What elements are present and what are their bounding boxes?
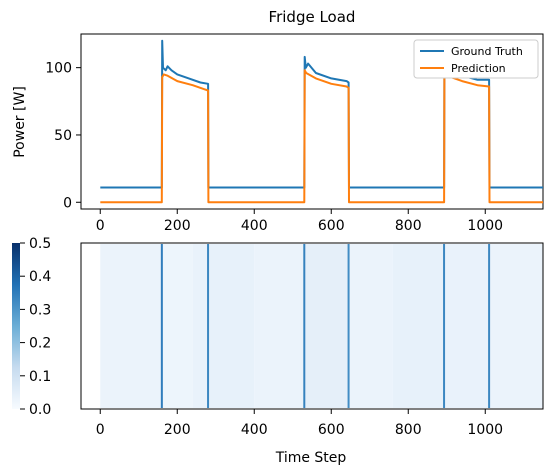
x-tick-label: 0 — [96, 422, 105, 438]
heatmap-cell — [304, 244, 349, 408]
y-tick-label: 50 — [54, 128, 72, 144]
heatmap-cell — [348, 244, 393, 408]
y-ticks: 0 50 100 — [45, 61, 81, 211]
y-tick-label: 100 — [45, 61, 72, 77]
legend-label-prediction: Prediction — [451, 62, 506, 75]
heatmap-cell — [161, 244, 193, 408]
x-tick-label: 0 — [96, 218, 105, 234]
colorbar-tick-label: 0.1 — [29, 369, 51, 385]
x-tick-label: 400 — [241, 218, 268, 234]
x-tick-label: 600 — [318, 422, 345, 438]
heatmap-cell — [192, 244, 209, 408]
x-tick-label: 800 — [395, 218, 422, 234]
x-tick-label: 200 — [164, 422, 191, 438]
colorbar-tick-label: 0.3 — [29, 302, 51, 318]
colorbar-tick-label: 0.4 — [29, 269, 51, 285]
line-plot-frame — [80, 33, 544, 210]
x-tick-label: 1000 — [467, 218, 503, 234]
colorbar-tick-label: 0.0 — [29, 402, 51, 418]
x-ticks-bottom: 0 200 400 600 800 1000 — [96, 409, 503, 438]
heatmap-spikes — [160, 244, 491, 408]
legend: Ground Truth Prediction — [413, 39, 539, 79]
legend-box — [413, 39, 539, 79]
chart-title: Fridge Load — [269, 8, 356, 26]
colorbar-tick-label: 0.2 — [29, 336, 51, 352]
x-tick-label: 1000 — [467, 422, 503, 438]
heatmap-cell — [489, 244, 543, 408]
y-tick-label: 0 — [63, 195, 72, 211]
colorbar-gradient — [12, 243, 20, 409]
x-tick-label: 200 — [164, 218, 191, 234]
heatmap-cell — [100, 244, 162, 408]
x-tick-label: 400 — [241, 422, 268, 438]
series-line-prediction — [100, 69, 543, 204]
heatmap-frame — [80, 242, 544, 410]
colorbar-tick-label: 0.5 — [29, 236, 51, 252]
x-axis-title: Time Step — [275, 450, 347, 466]
heatmap-cell — [208, 244, 255, 408]
heatmap-cells — [100, 244, 543, 408]
legend-label-ground-truth: Ground Truth — [451, 45, 523, 58]
heatmap-cell — [392, 244, 445, 408]
y-axis-title: Power [W] — [12, 86, 28, 158]
colorbar-ticks: 0.0 0.1 0.2 0.3 0.4 0.5 — [20, 236, 51, 418]
x-tick-label: 600 — [318, 218, 345, 234]
heatmap-cell — [254, 244, 305, 408]
x-tick-label: 800 — [395, 422, 422, 438]
x-ticks-top: 0 200 400 600 800 1000 — [96, 209, 503, 234]
heatmap-plot-area: 0 200 400 600 800 1000 — [80, 242, 544, 438]
line-plot-area: 0 50 100 0 200 400 600 800 1000 Ground Truth Pr… — [45, 33, 544, 234]
colorbar: 0.0 0.1 0.2 0.3 0.4 0.5 — [12, 236, 51, 418]
heatmap-cell — [444, 244, 490, 408]
